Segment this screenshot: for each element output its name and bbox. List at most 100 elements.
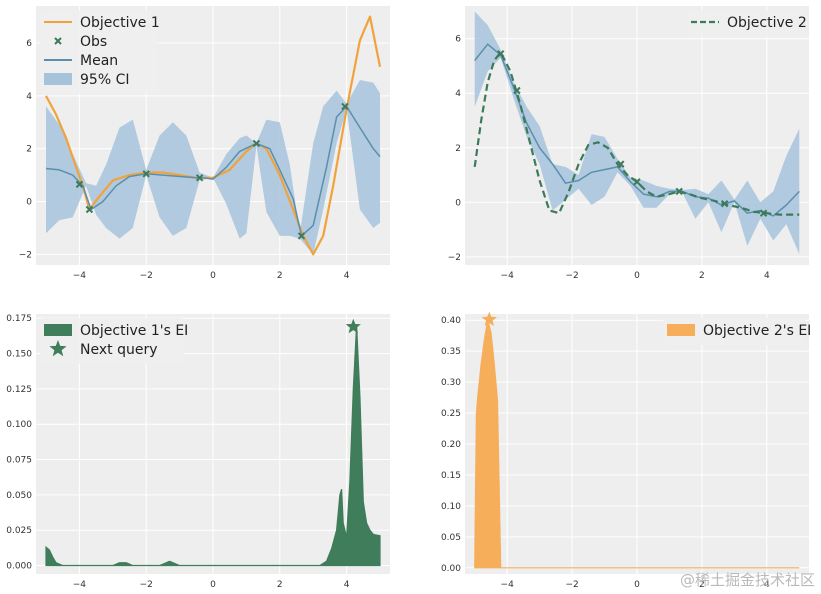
x-tick-label: −2 [140,271,153,281]
x-tick-label: −2 [565,271,578,281]
x-tick-label: −2 [565,580,578,590]
y-tick-label: 0.025 [6,526,32,536]
obs-x-marker [496,50,505,58]
obs-x-marker [633,178,641,186]
x-tick-label: −2 [140,580,153,590]
legend: Objective 1 Obs Mean 95% CI [40,10,160,94]
plot-area [473,11,800,255]
legend-swatch-patch [44,73,72,85]
y-tick-label: 0.15 [441,471,461,481]
y-tick-label: −2 [448,253,461,263]
y-tick-label: 0.050 [6,491,32,501]
y-tick-label: 0.10 [441,502,461,512]
legend-box [687,10,805,37]
x-tick-label: 0 [634,271,640,281]
legend-swatch-star [49,340,67,357]
ci-band [474,11,800,255]
y-tick-label: 0.25 [441,409,461,419]
y-tick-label: 4 [26,92,32,102]
y-tick-label: 0.075 [6,456,32,466]
obs-x-marker [675,187,683,196]
x-tick-label: 2 [699,580,705,590]
obs-x-marker [759,209,768,217]
x-tick-label: 4 [764,580,770,590]
legend-swatch-patch [44,324,72,336]
x-tick-label: 4 [344,271,350,281]
y-tick-label: 6 [455,35,461,45]
legend: Objective 1's EI Next query [40,318,188,364]
y-tick-label: 2 [26,145,32,155]
ei-area [474,320,800,569]
y-tick-label: 0.175 [6,314,32,324]
y-tick-label: 4 [455,89,461,99]
y-tick-label: 6 [26,39,32,49]
chart-panel-1: −4 −2 0 2 4 −2 0 2 4 6 Objective 1 Obs Mean 95% CI [19,6,390,281]
y-tick-label: 0.05 [441,533,461,543]
obs-x-marker [252,139,261,148]
obs-x-marker [617,160,625,168]
obs-x-marker [720,199,729,208]
legend-label: Objective 2's EI [703,323,811,339]
legend-label: Objective 2 [727,15,807,31]
y-tick-label: 0.125 [6,385,32,395]
x-tick-label: 0 [634,580,640,590]
y-tick-label: 0.40 [441,316,461,326]
legend-label: Next query [80,342,157,358]
obs-x-marker [513,86,521,95]
next-query-star [345,318,361,334]
series-line [45,105,381,237]
plot-area [45,325,381,567]
y-tick-label: 0.35 [441,347,461,357]
legend: Objective 2's EI [663,318,811,345]
x-tick-label: 4 [344,580,350,590]
legend-label: Mean [80,53,118,69]
x-tick-label: 4 [764,271,770,281]
x-tick-label: −4 [501,271,515,281]
x-tick-label: 2 [277,271,283,281]
obs-x-marker [341,102,349,111]
legend-label: 95% CI [80,72,129,88]
objective-dashed-line [473,51,800,216]
x-tick-label: 0 [210,271,216,281]
legend-box [663,318,805,345]
obs-x-marker [142,170,150,178]
y-tick-label: 0 [455,198,461,208]
ei-area [45,325,381,567]
x-tick-label: −4 [501,580,515,590]
plot-area [45,15,382,256]
y-tick-label: 0.100 [6,420,32,430]
series-line [45,15,382,256]
x-tick-label: 0 [210,580,216,590]
chart-panel-2: −4 −2 0 2 4 −2 0 2 4 6 Objective 2 [448,6,809,281]
chart-panel-4: −4 −2 0 2 4 0.00 0.05 0.10 0.15 0.20 0.25 0.30 0.35 0… [441,311,811,590]
y-tick-label: 0 [26,198,32,208]
legend-label: Objective 1 [80,15,160,31]
x-tick-label: −4 [73,271,87,281]
obs-x-marker [297,232,306,240]
series-line [474,43,800,217]
obs-x-marker [75,180,84,189]
y-tick-label: 0.00 [441,564,461,574]
next-query-star [481,311,497,326]
watermark: @稀土掘金技术社区 [679,571,815,589]
y-tick-label: 0.150 [6,350,32,360]
legend-swatch-patch [667,324,695,336]
legend-swatch-x-marker [54,37,62,45]
legend-label: Objective 1's EI [80,323,188,339]
y-tick-label: −2 [19,250,32,260]
y-tick-label: 0.000 [6,562,32,572]
obs-x-marker [195,174,204,182]
x-tick-label: −4 [73,580,87,590]
legend: Objective 2 [687,10,807,37]
x-tick-label: 2 [277,580,283,590]
y-tick-label: 0.20 [441,440,461,450]
legend-label: Obs [80,34,107,50]
legend-box [40,318,184,364]
x-tick-label: 2 [699,271,705,281]
obs-x-marker [85,205,94,214]
y-tick-label: 2 [455,144,461,154]
y-tick-label: 0.30 [441,378,461,388]
plot-area [474,320,800,569]
chart-panel-3: −4 −2 0 2 4 0.000 0.025 0.050 0.075 0.100 0.125 0.1… [6,314,390,590]
